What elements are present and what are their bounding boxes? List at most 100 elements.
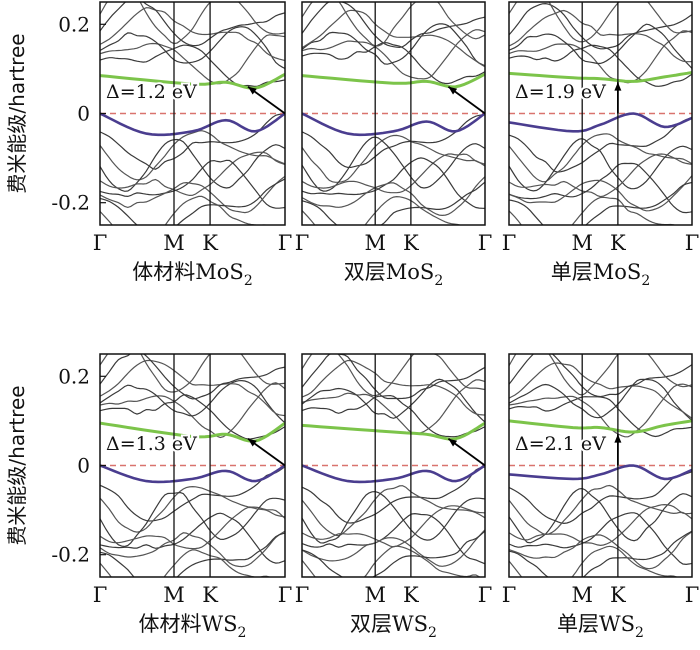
band-line	[509, 484, 692, 536]
band-line	[302, 23, 485, 67]
band-line	[302, 195, 463, 225]
band-line	[302, 512, 485, 565]
x-tick-label: Γ	[685, 231, 700, 255]
x-tick-label: M	[364, 583, 386, 607]
gap-arrow-head	[614, 434, 622, 443]
band-line	[509, 531, 692, 570]
x-tick-label: K	[403, 583, 419, 607]
gap-label: Δ=1.2 eV	[106, 81, 197, 103]
band-line	[509, 153, 692, 198]
band-line	[302, 379, 485, 435]
conduction-band-curve	[100, 72, 285, 90]
band-line	[100, 2, 285, 45]
band-line	[302, 354, 485, 400]
band-line	[509, 530, 692, 577]
band-line	[100, 530, 285, 568]
x-tick-label: M	[163, 583, 185, 607]
band-line	[100, 506, 285, 550]
band-line	[100, 394, 285, 440]
band-line	[100, 512, 285, 564]
band-line	[509, 175, 692, 212]
band-line	[302, 136, 485, 192]
band-line	[302, 545, 481, 577]
gap-arrow-head	[614, 82, 622, 91]
band-line	[100, 130, 285, 181]
valence-band-curve	[302, 464, 485, 484]
band-line	[509, 503, 692, 547]
band-line	[302, 134, 485, 183]
panel-title: 单层WS2	[557, 612, 644, 641]
band-panel: Γ M K Γ 单层MoS2 Δ=1.9 eV	[502, 1, 700, 289]
band-line	[509, 2, 692, 43]
x-tick-label: Γ	[478, 583, 493, 607]
band-line	[100, 113, 285, 170]
x-tick-label: Γ	[278, 583, 293, 607]
gap-arrow-head	[448, 438, 458, 447]
x-tick-label: Γ	[93, 583, 108, 607]
panel-title-subscript: 2	[428, 625, 437, 641]
y-tick-label: 0	[77, 454, 90, 478]
conduction-band-curve	[509, 71, 692, 83]
band-line	[302, 490, 485, 544]
band-line	[100, 354, 285, 400]
band-line	[509, 137, 692, 192]
x-tick-label: K	[610, 231, 626, 255]
band-line	[302, 2, 485, 49]
panel-title-subscript: 2	[434, 273, 443, 289]
band-panel: Γ M K Γ 双层WS2	[295, 353, 493, 641]
panel-title: 体材料MoS2	[132, 260, 252, 289]
plot-frame	[508, 353, 693, 578]
panel-title-subscript: 2	[238, 625, 247, 641]
band-line	[302, 530, 485, 577]
gap-label: Δ=2.1 eV	[515, 433, 606, 455]
x-tick-label: M	[571, 583, 593, 607]
band-line	[509, 181, 692, 225]
panel-title: 双层WS2	[350, 612, 437, 641]
band-line	[509, 30, 692, 84]
valence-band-curve	[100, 464, 285, 484]
band-line	[100, 466, 285, 522]
band-line	[509, 471, 692, 525]
band-line	[302, 153, 485, 194]
y-tick-label: -0.2	[51, 543, 90, 567]
band-line	[302, 41, 485, 85]
conduction-band-curve	[302, 72, 485, 89]
x-tick-label: Γ	[295, 231, 310, 255]
y-tick-label: -0.2	[51, 191, 90, 215]
x-tick-label: K	[610, 583, 626, 607]
x-tick-label: Γ	[295, 583, 310, 607]
band-line	[302, 466, 485, 524]
band-line	[100, 26, 285, 70]
panel-title: 双层MoS2	[344, 260, 443, 289]
band-line	[100, 175, 285, 214]
band-line	[509, 162, 692, 214]
x-tick-label: K	[403, 231, 419, 255]
y-tick-label: 0.2	[58, 12, 90, 36]
band-line	[100, 159, 285, 209]
conduction-band-curve	[100, 421, 285, 443]
band-line	[509, 9, 692, 63]
band-line	[302, 9, 485, 68]
x-tick-label: M	[163, 231, 185, 255]
band-line	[302, 2, 485, 47]
gap-arrow-head	[248, 438, 257, 447]
panel-title-subscript: 2	[244, 273, 253, 289]
band-line	[100, 7, 285, 62]
band-line	[509, 2, 692, 50]
band-line	[302, 378, 485, 423]
band-line	[509, 23, 692, 69]
band-line	[100, 359, 285, 417]
band-line	[302, 359, 485, 416]
panel-title-subscript: 2	[641, 273, 650, 289]
band-line	[100, 195, 269, 225]
panel-title: 单层MoS2	[551, 260, 650, 289]
x-tick-label: K	[202, 231, 218, 255]
band-line	[509, 133, 692, 183]
band-line	[302, 485, 485, 537]
valence-band-curve	[509, 464, 692, 481]
band-line	[509, 354, 692, 396]
band-line	[100, 549, 271, 577]
band-line	[100, 151, 285, 197]
